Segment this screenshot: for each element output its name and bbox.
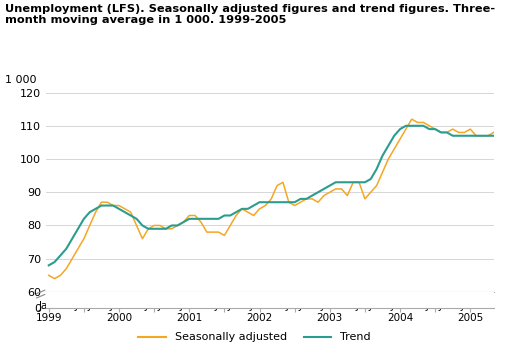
Trend [456,134,462,138]
Line: Seasonally adjusted: Seasonally adjusted [49,119,509,279]
Trend [297,197,303,201]
Seasonally adjusted [409,117,415,121]
Legend: Seasonally adjusted, Trend: Seasonally adjusted, Trend [134,328,375,347]
Seasonally adjusted [51,277,58,281]
Trend [192,217,198,221]
Text: Unemployment (LFS). Seasonally adjusted figures and trend figures. Three-
month : Unemployment (LFS). Seasonally adjusted … [5,4,495,25]
Seasonally adjusted [198,220,204,224]
Trend [46,263,52,267]
Trend [128,213,134,218]
Text: 1 000: 1 000 [6,75,37,85]
Seasonally adjusted [303,197,309,201]
Seasonally adjusted [46,273,52,277]
Seasonally adjusted [163,227,169,231]
Trend [257,200,263,204]
Seasonally adjusted [262,203,268,208]
Line: Trend: Trend [49,119,509,265]
Trend [157,227,163,231]
Seasonally adjusted [133,223,139,227]
Seasonally adjusted [467,127,473,131]
